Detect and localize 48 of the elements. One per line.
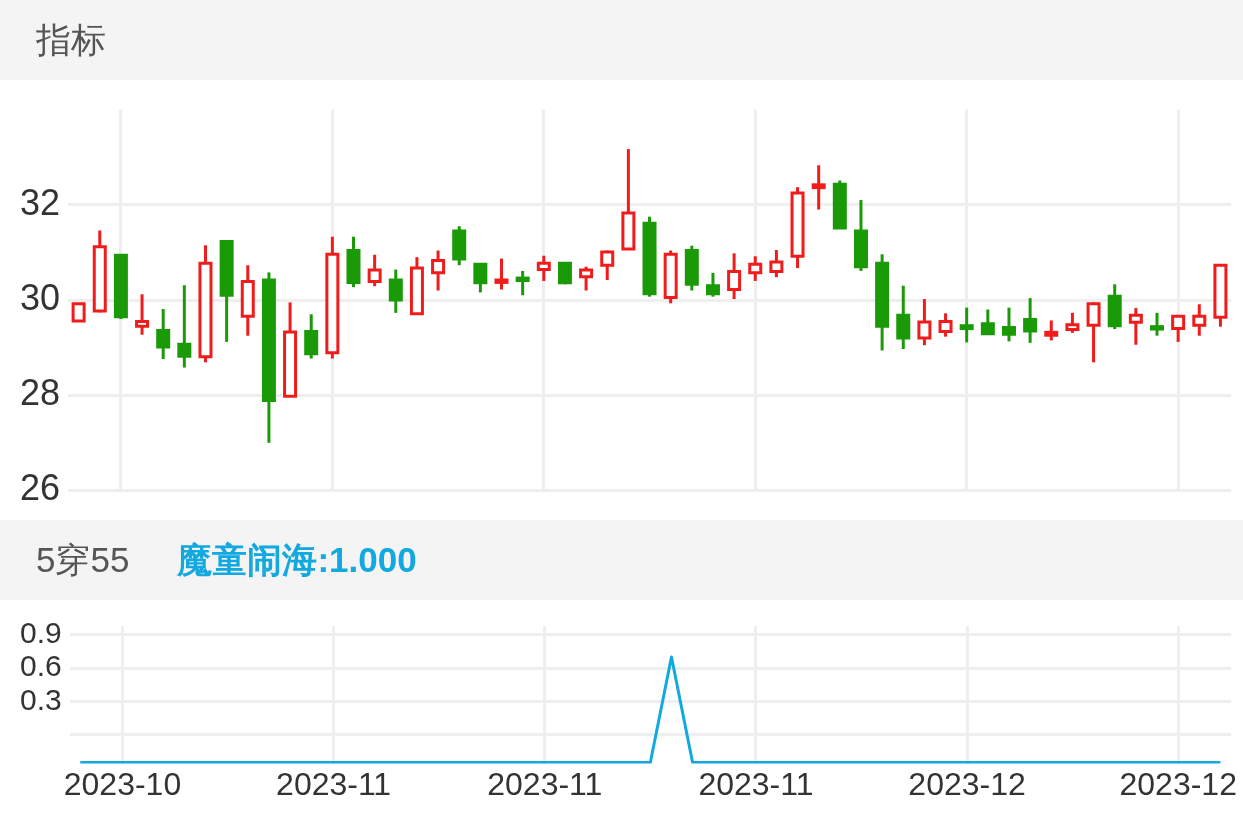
candlestick [1171,314,1186,342]
chart-title: 指标 [36,18,106,61]
candlestick [896,285,911,350]
y-tick-label: 0.3 [19,682,62,716]
candlestick [748,256,763,281]
candlestick [1023,298,1038,343]
candlestick [1192,304,1207,336]
candlestick [938,313,953,337]
candlestick [177,285,192,368]
candlestick [705,271,720,297]
candlestick [811,165,826,210]
candlestick [388,269,403,313]
x-tick-label: 2023-11 [698,765,814,802]
x-tick-label: 2023-11 [276,765,392,802]
y-tick-label: 26 [20,467,61,509]
candlestick [1128,308,1143,345]
candlestick [135,294,150,335]
candlestick [1149,311,1164,336]
y-tick-label: 0.9 [19,616,62,650]
candlestick [1086,302,1101,363]
candlestick [600,250,615,281]
candlestick [473,262,488,293]
x-tick-label: 2023-10 [63,765,182,802]
candlestick [536,255,551,281]
candlestick [494,258,509,290]
candlestick [769,250,784,279]
candlestick [727,253,742,301]
chart-subtitle: 魔童闹海:1.000 [177,538,417,581]
candlestick [1065,311,1080,333]
candlestick [980,309,995,336]
x-tick-label: 2023-11 [487,765,603,802]
candlestick [367,253,382,288]
candlestick [431,250,446,291]
x-tick-label: 2023-12 [1119,765,1237,802]
candlestick [579,266,594,291]
y-tick-label: 28 [20,372,61,414]
chart-title: 5穿55 [36,538,130,581]
y-tick-label: 32 [20,181,61,223]
candlestick [156,309,171,360]
candlestick [1001,307,1016,342]
x-tick-label: 2023-12 [908,765,1026,802]
candlestick [917,299,932,347]
candlestick [304,314,319,359]
y-tick-label: 0.6 [19,649,62,683]
candlestick [515,269,530,297]
candlestick [1044,320,1059,341]
candlestick [959,307,974,343]
y-tick-label: 30 [20,276,61,318]
